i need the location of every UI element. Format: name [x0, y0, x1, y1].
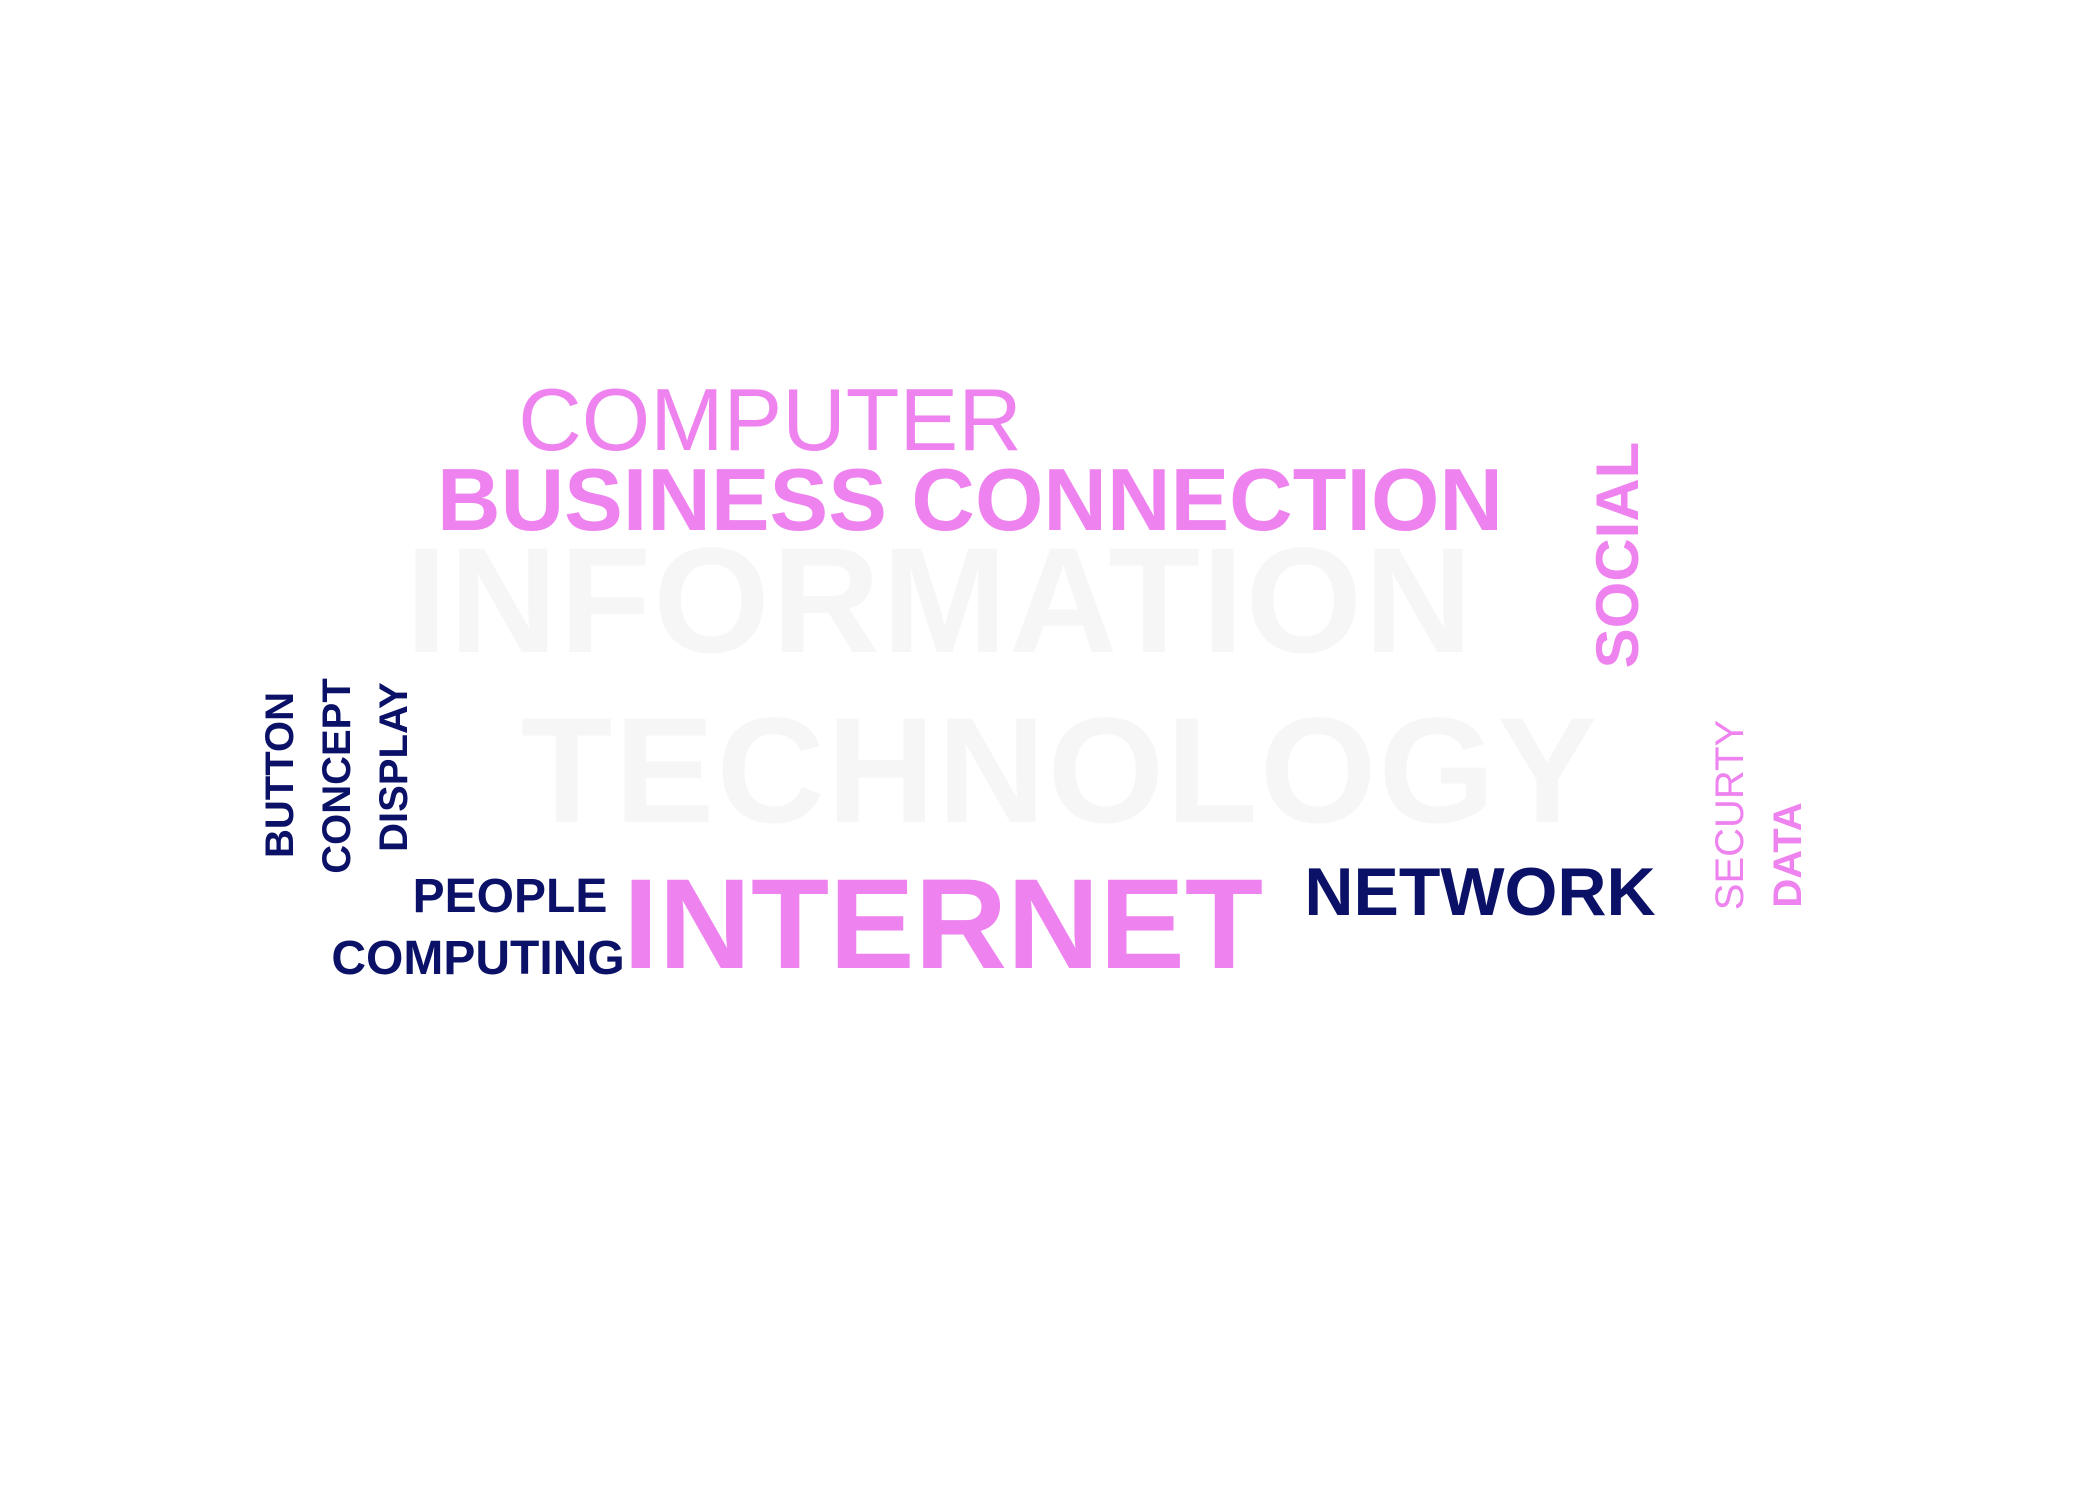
- word-technology: TECHNOLOGY: [520, 686, 1600, 854]
- word-people: PEOPLE: [412, 870, 608, 923]
- word-network: NETWORK: [1304, 854, 1656, 930]
- word-business-connection: BUSINESS CONNECTION: [437, 450, 1503, 549]
- word-information: INFORMATION: [405, 516, 1475, 684]
- word-computer: COMPUTER: [518, 370, 1022, 469]
- word-data: DATA: [1766, 802, 1810, 908]
- word-securty: SECURTY: [1708, 719, 1752, 911]
- word-concept: CONCEPT: [315, 678, 359, 874]
- word-computing: COMPUTING: [331, 932, 625, 985]
- word-internet: INTERNET: [623, 853, 1263, 996]
- word-display: DISPLAY: [372, 682, 416, 852]
- word-button: BUTTON: [258, 692, 302, 858]
- word-social: SOCIAL: [1584, 441, 1651, 669]
